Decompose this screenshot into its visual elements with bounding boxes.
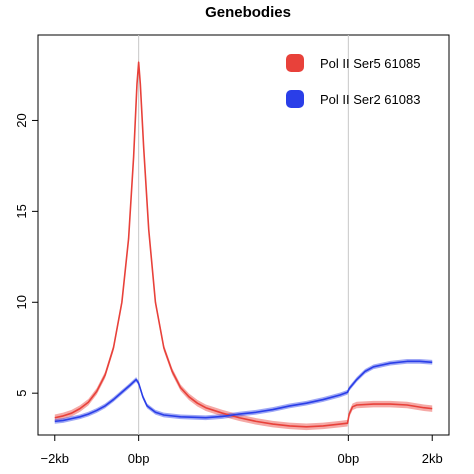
series-line-1 xyxy=(54,360,433,423)
y-tick-label-3: 20 xyxy=(14,113,29,127)
x-tick-label-1: 0bp xyxy=(128,451,150,466)
legend-swatch-1 xyxy=(286,90,304,108)
y-tick-label-1: 10 xyxy=(14,295,29,309)
chart-title: Genebodies xyxy=(205,4,291,21)
series-line-0 xyxy=(54,61,433,428)
legend: Pol II Ser5 61085 Pol II Ser2 61083 xyxy=(286,54,420,108)
x-tick-label-0: −2kb xyxy=(40,451,69,466)
plot-frame xyxy=(37,34,450,436)
legend-label-0: Pol II Ser5 61085 xyxy=(320,56,420,71)
series-bands xyxy=(54,59,433,431)
vertical-guides xyxy=(138,35,349,435)
y-tick-label-0: 5 xyxy=(14,390,29,397)
legend-label-1: Pol II Ser2 61083 xyxy=(320,92,420,107)
series-lines xyxy=(54,61,433,428)
legend-swatch-0 xyxy=(286,54,304,72)
x-tick-label-2: 0bp xyxy=(337,451,359,466)
series-band-0 xyxy=(54,59,433,431)
y-axis: 5 10 15 20 xyxy=(14,113,38,397)
x-tick-label-3: 2kb xyxy=(422,451,443,466)
x-axis: −2kb 0bp 0bp 2kb xyxy=(40,435,443,466)
y-tick-label-2: 15 xyxy=(14,204,29,218)
